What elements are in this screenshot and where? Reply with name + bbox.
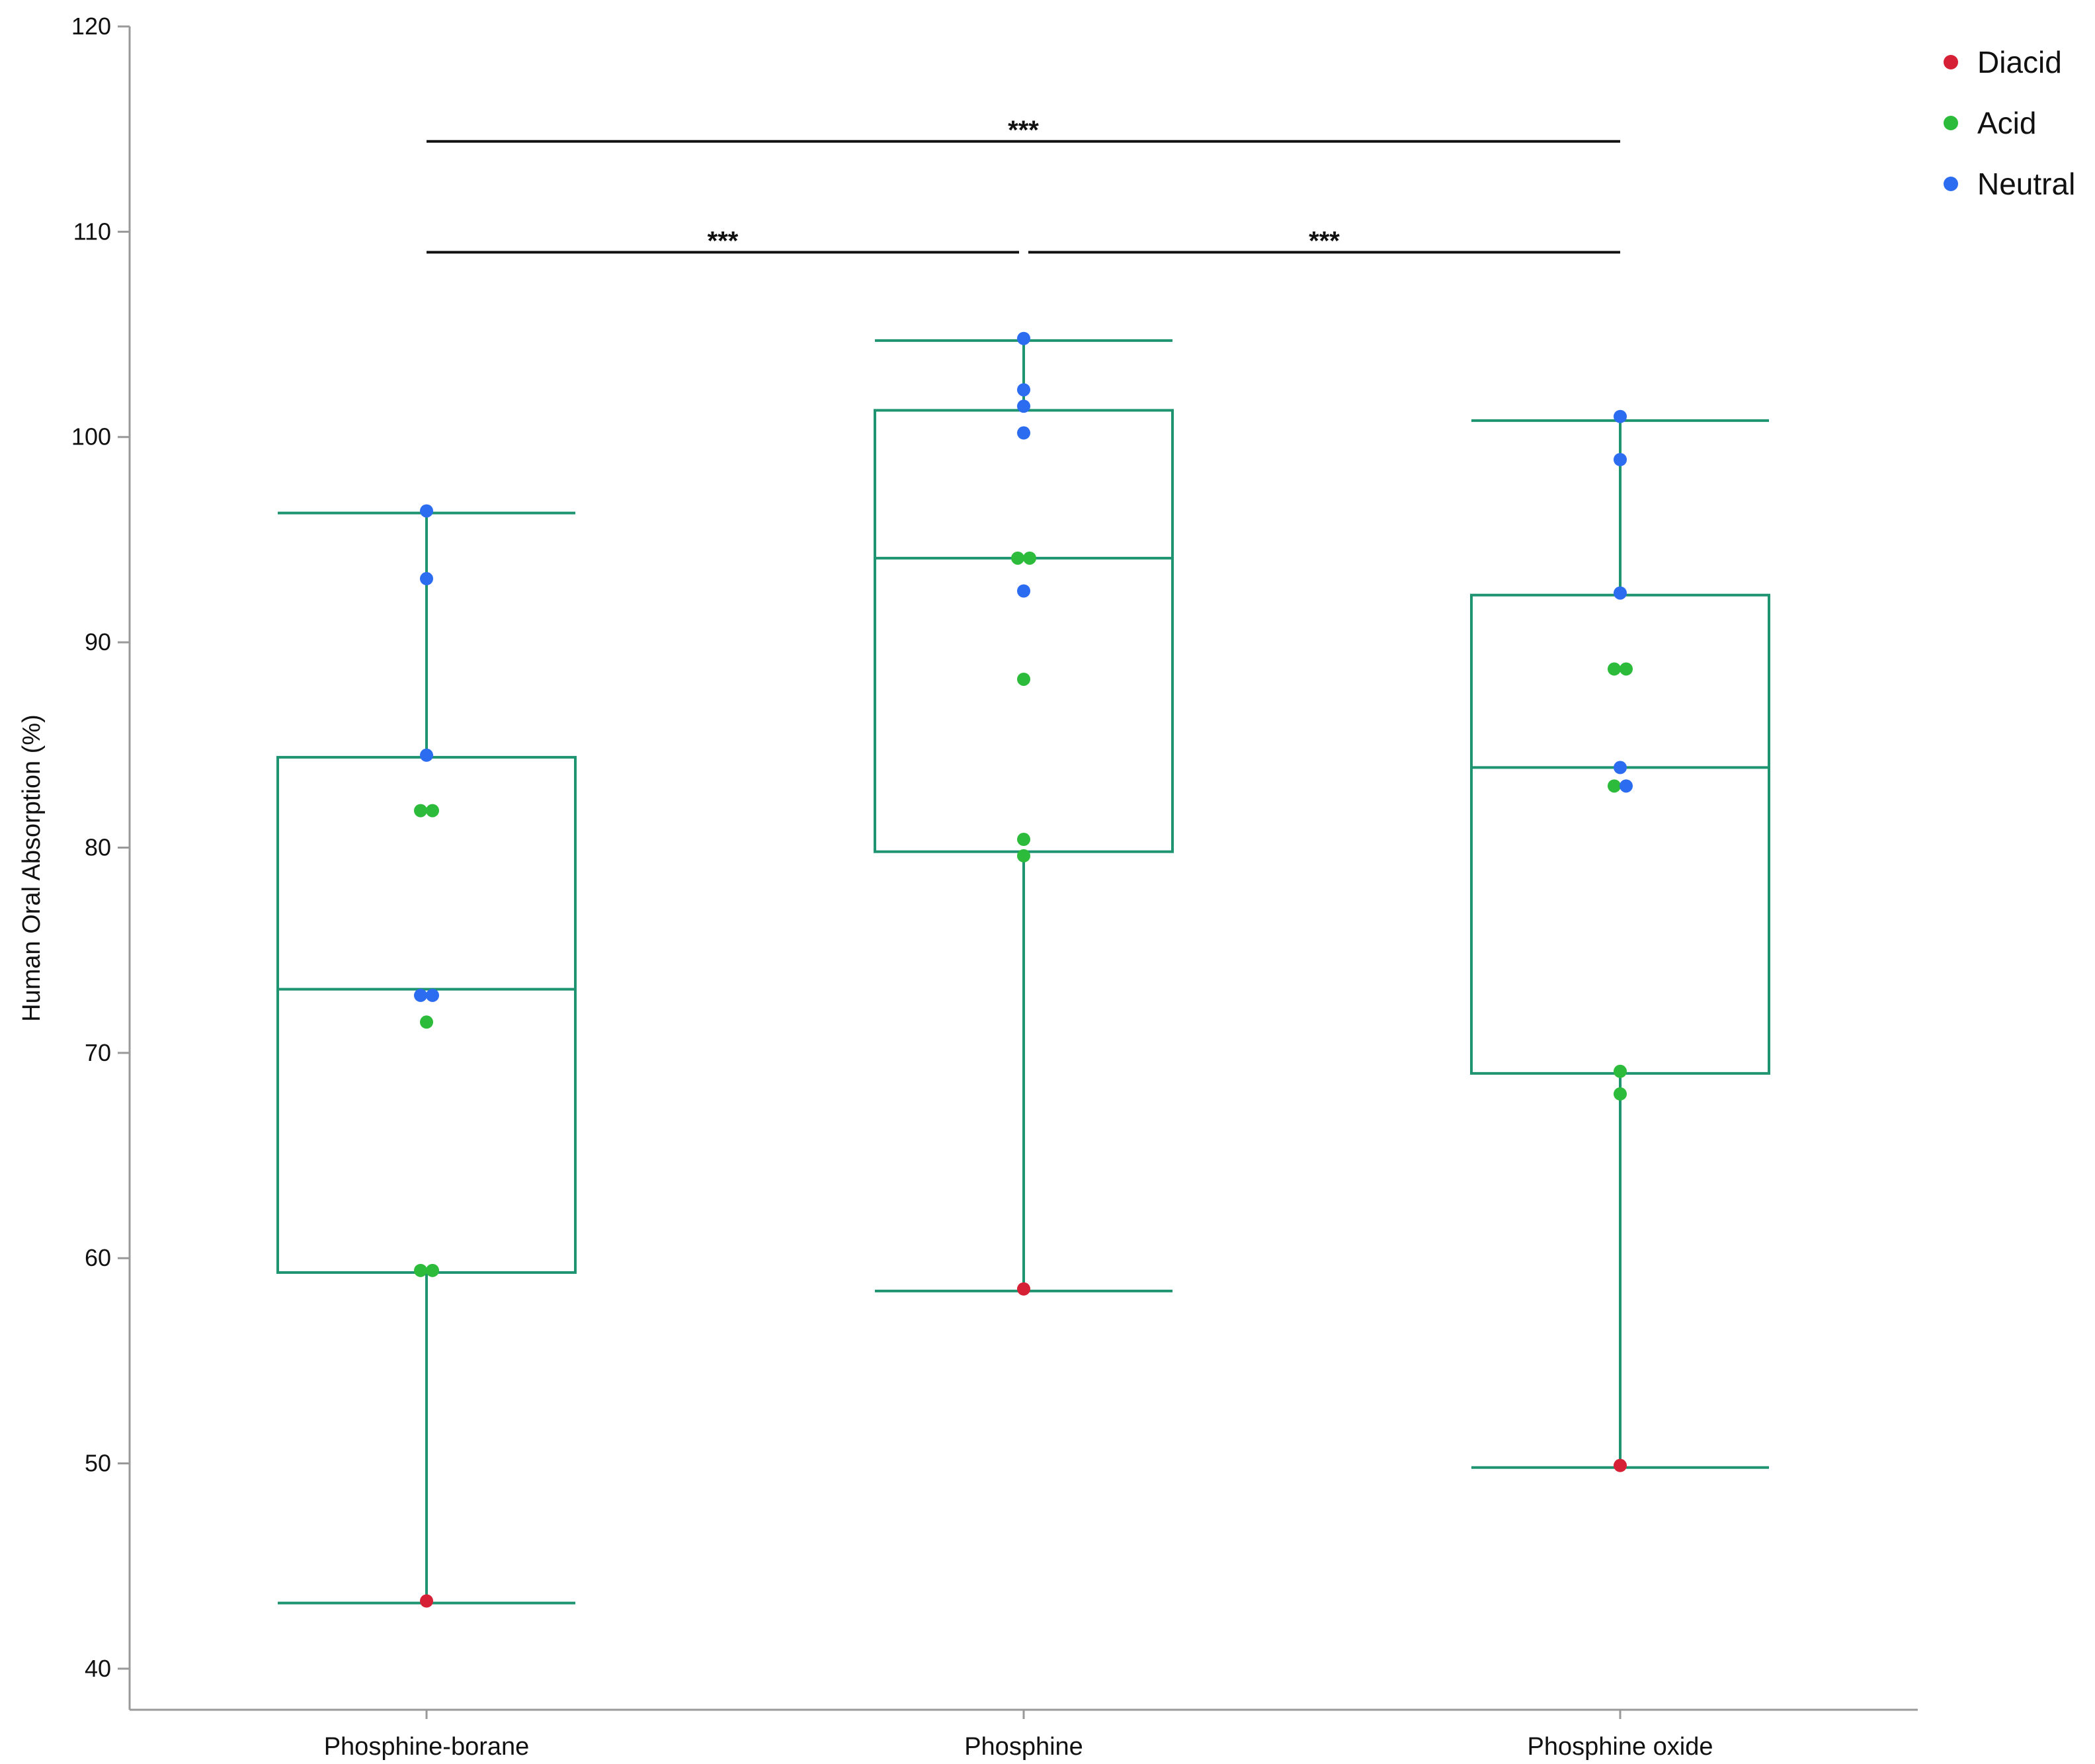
data-point-acid bbox=[1023, 551, 1036, 565]
data-point-neutral bbox=[1614, 761, 1627, 775]
data-point-acid bbox=[1017, 849, 1030, 862]
legend-label-neutral: Neutral bbox=[1977, 167, 2075, 201]
y-tick-label: 110 bbox=[73, 218, 111, 245]
x-tick-label: Phosphine oxide bbox=[1528, 1733, 1713, 1761]
significance-label: *** bbox=[1309, 226, 1340, 255]
data-point-neutral bbox=[1614, 586, 1627, 600]
data-points bbox=[414, 331, 1633, 1608]
data-point-acid bbox=[1614, 1087, 1627, 1101]
x-tick-labels: Phosphine-borane Phosphine Phosphine oxide bbox=[324, 1710, 1713, 1761]
boxes bbox=[276, 339, 1770, 1605]
data-point-acid bbox=[1608, 779, 1621, 793]
y-tick-label: 120 bbox=[71, 13, 111, 40]
legend-marker-acid bbox=[1944, 116, 1958, 130]
box-phosphine-oxide bbox=[1470, 419, 1770, 1469]
y-tick-label: 80 bbox=[85, 833, 111, 861]
data-point-neutral bbox=[420, 504, 433, 518]
legend-label-diacid: Diacid bbox=[1977, 45, 2062, 79]
data-point-neutral bbox=[426, 988, 439, 1002]
data-point-diacid bbox=[1017, 1282, 1030, 1296]
data-point-acid bbox=[1608, 662, 1621, 676]
data-point-neutral bbox=[1614, 452, 1627, 466]
data-point-neutral bbox=[1017, 331, 1030, 345]
y-axis-title: Human Oral Absorption (%) bbox=[18, 714, 46, 1022]
data-point-acid bbox=[1011, 551, 1024, 565]
y-tick-label: 70 bbox=[85, 1039, 111, 1066]
significance-label: *** bbox=[708, 226, 739, 255]
y-tick-label: 100 bbox=[71, 423, 111, 450]
data-point-neutral bbox=[1017, 584, 1030, 598]
x-tick-label: Phosphine-borane bbox=[324, 1733, 530, 1761]
data-point-neutral bbox=[420, 748, 433, 762]
y-tick-label: 60 bbox=[85, 1244, 111, 1271]
iqr-box bbox=[874, 409, 1174, 853]
significance-brackets: *** *** *** bbox=[427, 116, 1620, 255]
legend: Diacid Acid Neutral bbox=[1944, 45, 2075, 201]
data-point-diacid bbox=[420, 1594, 433, 1608]
x-axis: Phosphine-borane Phosphine Phosphine oxide bbox=[130, 1708, 1918, 1761]
legend-marker-diacid bbox=[1944, 55, 1958, 69]
y-ticks: 40 50 60 70 80 90 100 110 120 bbox=[71, 13, 130, 1682]
data-point-acid bbox=[414, 804, 427, 818]
y-tick-label: 40 bbox=[85, 1655, 111, 1682]
data-point-acid bbox=[1620, 662, 1633, 676]
data-point-acid bbox=[426, 1263, 439, 1277]
y-tick-label: 90 bbox=[85, 628, 111, 655]
box-phosphine-borane bbox=[276, 511, 577, 1605]
legend-marker-neutral bbox=[1944, 177, 1958, 191]
y-tick-label: 50 bbox=[85, 1450, 111, 1477]
data-point-acid bbox=[1614, 1064, 1627, 1078]
data-point-neutral bbox=[414, 988, 427, 1002]
y-axis: 40 50 60 70 80 90 100 110 120 bbox=[71, 13, 131, 1710]
data-point-acid bbox=[420, 1015, 433, 1029]
data-point-acid bbox=[1017, 833, 1030, 847]
data-point-acid bbox=[1017, 672, 1030, 686]
x-tick-label: Phosphine bbox=[964, 1733, 1083, 1761]
data-point-neutral bbox=[1017, 399, 1030, 413]
data-point-neutral bbox=[1017, 383, 1030, 397]
legend-label-acid: Acid bbox=[1977, 106, 2036, 140]
box-phosphine bbox=[874, 339, 1174, 1292]
data-point-neutral bbox=[1017, 426, 1030, 440]
data-point-neutral bbox=[420, 571, 433, 585]
significance-label: *** bbox=[1008, 116, 1039, 145]
iqr-box bbox=[276, 755, 577, 1274]
data-point-neutral bbox=[1620, 779, 1633, 793]
data-point-acid bbox=[414, 1263, 427, 1277]
data-point-neutral bbox=[1614, 409, 1627, 423]
data-point-diacid bbox=[1614, 1458, 1627, 1472]
data-point-acid bbox=[426, 804, 439, 818]
